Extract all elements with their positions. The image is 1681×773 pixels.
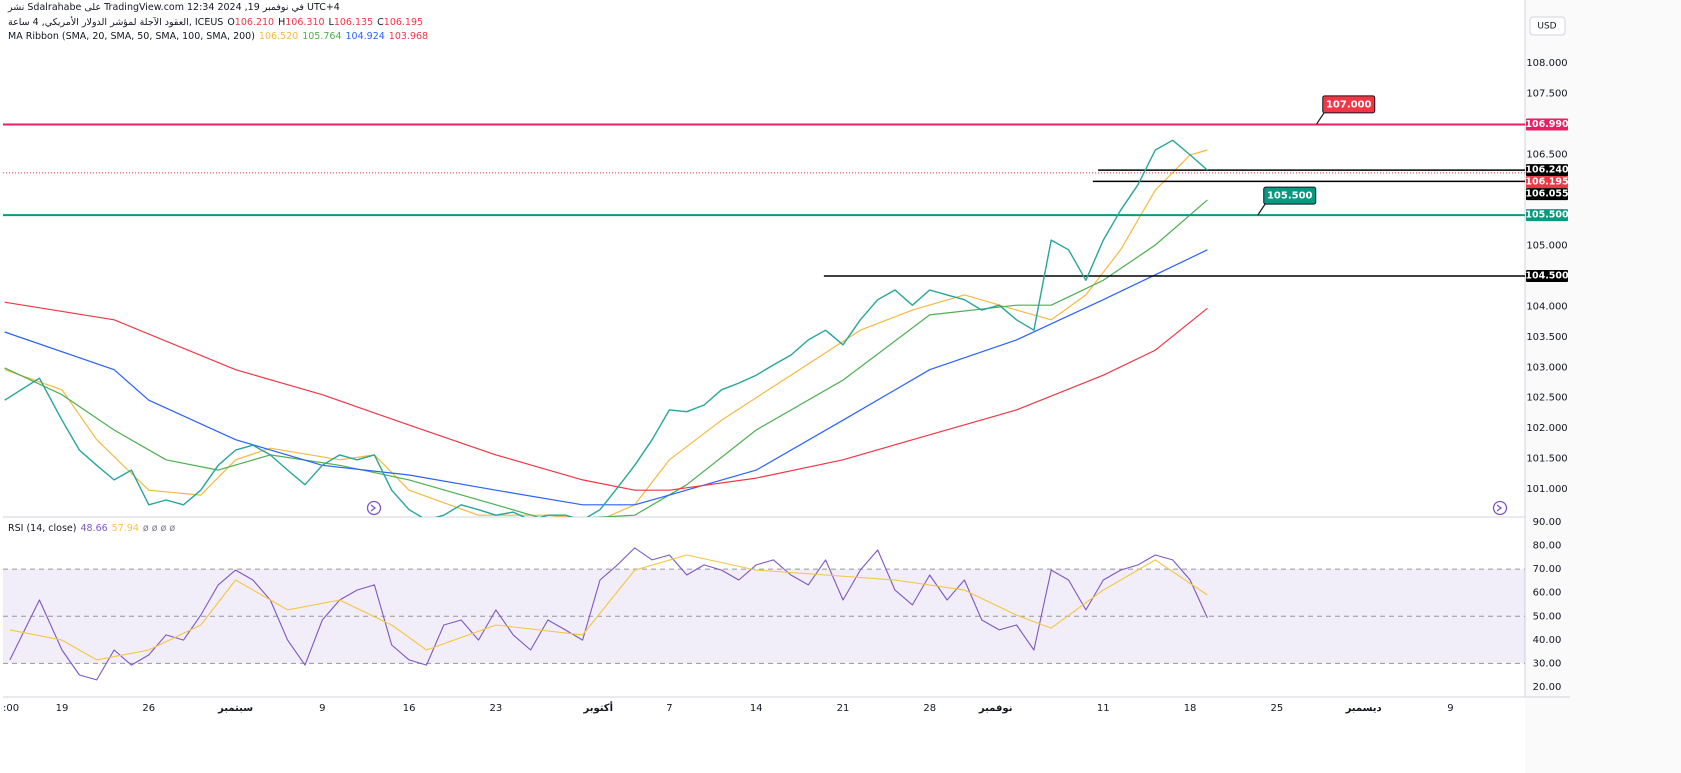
axis-price-tag [1526,209,1568,222]
y-tick-label: 107.500 [1526,88,1567,99]
ma-value: 104.924 [345,31,385,42]
moving-average [4,199,1208,517]
ma-value: 106.520 [258,31,299,42]
ohlc-value: 106.135 [333,17,374,28]
callout-box [1322,95,1376,114]
x-tick-label: سبتمبر [217,703,253,714]
x-tick-label: 7 [666,703,672,714]
x-tick-label: 18 [1184,703,1197,714]
x-tick-label: :00 [3,703,19,714]
y-tick-label: 102.000 [1526,423,1567,434]
pane [3,123,1525,517]
axis-price-label: 105.500 [1525,210,1569,221]
y-tick-label: 101.000 [1526,484,1567,495]
y-tick-label: 50.00 [1533,611,1562,622]
y-tick-label: 108.000 [1526,58,1567,69]
axis-price-label: 104.500 [1525,270,1569,281]
y-tick-label: 101.500 [1526,454,1567,465]
x-tick-label: 9 [1447,703,1453,714]
ma-ribbon-name: MA Ribbon (SMA, 20, SMA, 50, SMA, 100, S… [8,31,255,42]
x-tick-label: 19 [56,703,69,714]
ma-value: 103.968 [388,31,429,42]
y-tick-label: 103.000 [1526,362,1567,373]
ohlc-value: 106.210 [234,17,275,28]
symbol-info: العقود الآجلة لمؤشر الدولار الأمريكي, 4 … [8,17,427,28]
moving-average [4,301,1208,491]
y-tick-label: 20.00 [1533,682,1562,693]
x-tick-label: 25 [1270,703,1283,714]
x-tick-label: 28 [923,703,936,714]
x-tick-label: 11 [1097,703,1110,714]
replay-icon[interactable] [1492,500,1508,516]
y-tick-label: 90.00 [1533,517,1562,528]
ma-ribbon-legend: MA Ribbon (SMA, 20, SMA, 50, SMA, 100, S… [8,31,432,42]
subtitle: العقود الآجلة لمؤشر الدولار الأمريكي, 4 … [8,17,224,28]
rsi-legend: RSI (14, close) 48.66 57.94 ø ø ø ø [8,523,179,534]
ohlc-name: C [377,17,384,28]
axis-price-label: 106.240 [1525,165,1569,176]
axis-background [1525,0,1681,773]
x-tick-label: 23 [490,703,503,714]
axis-price-tag [1526,188,1568,201]
callout-box [1263,186,1317,205]
axis-price-label: 106.055 [1525,189,1568,200]
callout-label: 105.500 [1267,191,1313,202]
callout-pointer [1316,111,1326,125]
currency: USD [1537,22,1556,32]
axis-price-tag [1526,269,1568,282]
y-tick-label: 106.500 [1526,149,1567,160]
x-tick-label: أكتوبر [582,701,613,714]
ohlc-value: 106.195 [383,17,424,28]
replay-icon[interactable] [366,500,382,516]
y-tick-label: 80.00 [1533,541,1562,552]
ohlc-name: H [278,17,286,28]
moving-average [4,249,1208,506]
callout-pointer [1257,202,1267,216]
y-tick-label: 103.500 [1526,332,1567,343]
x-tick-label: 9 [319,703,325,714]
x-tick-label: 16 [403,703,416,714]
rsi-value: 48.66 [80,523,108,534]
axis-price-tag [1526,164,1568,177]
y-tick-label: 102.500 [1526,393,1567,404]
title: نشر Sdalrahabe على TradingView.com في نو… [8,2,340,13]
x-tick-label: ديسمبر [1345,703,1382,714]
x-tick-label: 21 [837,703,850,714]
ohlc-name: L [328,17,334,28]
price-line [4,139,1208,517]
axis-price-label: 106.195 [1525,177,1568,188]
ma-value: 105.764 [302,31,342,42]
x-tick-label: 26 [142,703,155,714]
rsi-placeholders: ø ø ø ø [142,523,176,534]
currency-box[interactable] [1529,16,1566,36]
rsi-name: RSI (14, close) [8,523,77,534]
ohlc-value: 106.310 [285,17,325,28]
callout-label: 107.000 [1326,99,1372,110]
rsi-line [9,554,1208,661]
ohlc-name: O [227,17,235,28]
x-tick-label: 14 [750,703,763,714]
y-tick-label: 105.000 [1526,241,1567,252]
publish-info: نشر Sdalrahabe على TradingView.com في نو… [8,2,344,13]
axis-price-tag [1526,118,1568,131]
x-tick-label: نوفمبر [978,703,1013,714]
rsi-line [9,547,1208,681]
axis-price-label: 106.990 [1525,119,1569,130]
y-tick-label: 30.00 [1533,658,1562,669]
y-tick-label: 104.000 [1526,301,1567,312]
y-tick-label: 70.00 [1533,564,1562,575]
rsi-value: 57.94 [111,523,139,534]
pane [3,547,1525,681]
y-tick-label: 40.00 [1533,635,1562,646]
axis-price-tag [1526,176,1568,189]
y-tick-label: 60.00 [1533,588,1562,599]
